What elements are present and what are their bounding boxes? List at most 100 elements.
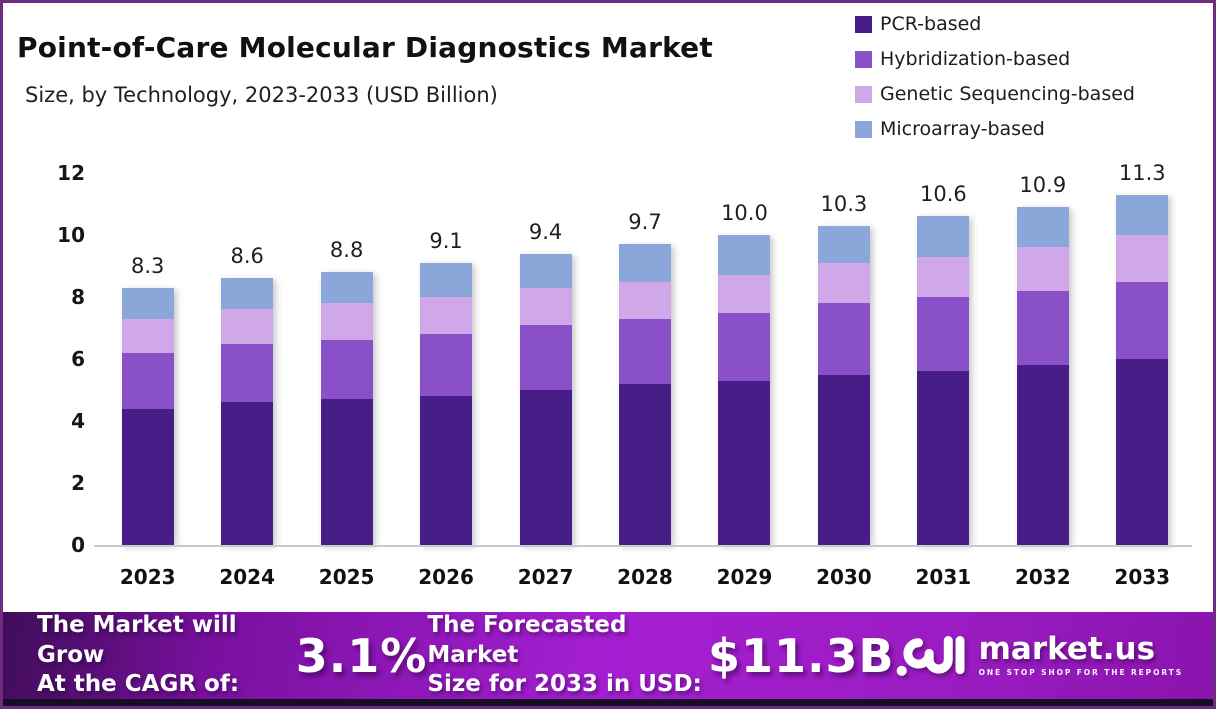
stacked-bar	[618, 244, 671, 545]
brand-text: market.us ONE STOP SHOP FOR THE REPORTS	[978, 631, 1183, 678]
bar-segment	[618, 318, 671, 384]
bar-slot: 8.6	[197, 173, 296, 545]
bar-segment	[121, 318, 174, 353]
bar-slot: 10.6	[894, 173, 993, 545]
bar-slot: 9.4	[496, 173, 595, 545]
bar-slot: 11.3	[1093, 161, 1192, 545]
footer-banner: The Market will Grow At the CAGR of: 3.1…	[3, 612, 1213, 699]
bar-segment	[917, 371, 970, 545]
forecast-label-line2: Size for 2033 in USD:	[427, 671, 702, 698]
bar-slot: 10.0	[695, 173, 794, 545]
bar-segment	[519, 324, 572, 390]
bar-segment	[817, 303, 870, 375]
bar-total-label: 8.8	[329, 238, 364, 263]
bar-segment	[1116, 359, 1169, 545]
x-axis-tick-label: 2026	[418, 565, 474, 589]
bar-segment	[420, 262, 473, 298]
stacked-bar	[718, 235, 771, 545]
bar-slot: 10.3	[794, 173, 893, 545]
y-axis: 0 2 4 6 8 10 12	[39, 161, 85, 557]
bar-slot: 10.9	[993, 173, 1092, 545]
bar-segment	[221, 309, 274, 344]
cagr-label-line2: At the CAGR of:	[37, 671, 240, 698]
brand-tagline: ONE STOP SHOP FOR THE REPORTS	[978, 668, 1183, 677]
bar-segment	[420, 334, 473, 397]
stacked-bar	[1116, 194, 1169, 545]
legend-label: Microarray-based	[880, 118, 1045, 140]
marketus-logo-icon	[895, 627, 969, 685]
bar-segment	[320, 340, 373, 400]
bar-segment	[618, 383, 671, 545]
stacked-bar	[519, 253, 572, 545]
bar-segment	[1016, 207, 1069, 248]
legend-swatch-icon	[855, 85, 872, 103]
bar-segment	[221, 343, 274, 403]
bar-segment	[221, 402, 274, 545]
y-axis-tick-label: 10	[57, 223, 85, 247]
bar-total-label: 10.9	[1019, 173, 1067, 198]
x-axis-tick-label: 2027	[517, 565, 574, 589]
bar-segment	[718, 380, 771, 545]
bar-segment	[1016, 365, 1069, 545]
bar-total-label: 10.3	[820, 191, 868, 216]
legend-item: Hybridization-based	[855, 48, 1135, 70]
x-axis-tick-label: 2032	[1014, 565, 1071, 589]
bar-segment	[1116, 281, 1169, 359]
bar-segment	[1116, 194, 1169, 235]
bar-segment	[718, 312, 771, 381]
stacked-bar	[420, 262, 473, 545]
bar-segment	[320, 399, 373, 545]
bar-segment	[121, 408, 174, 545]
x-axis-tick-label: 2024	[219, 565, 276, 589]
bar-segment	[1116, 235, 1169, 282]
legend-swatch-icon	[855, 50, 872, 68]
legend-swatch-icon	[855, 120, 872, 138]
brand-name: market.us	[978, 631, 1156, 667]
y-axis-tick-label: 8	[71, 285, 85, 309]
bar-segment	[320, 272, 373, 304]
stacked-bar	[917, 216, 970, 545]
x-axis-labels: 2023 2024 2025 2026 2027 2028 2029 2030 2031 2032…	[98, 565, 1192, 589]
x-axis-tick-label: 2031	[915, 565, 972, 589]
bar-segment	[519, 390, 572, 545]
bar-segment	[618, 281, 671, 319]
y-axis-tick-label: 4	[71, 409, 85, 433]
y-axis-tick-label: 0	[71, 533, 85, 557]
legend-swatch-icon	[855, 15, 872, 33]
bar-total-label: 8.6	[230, 244, 264, 269]
forecast-value: $11.3B	[708, 628, 895, 683]
plot-area: 8.3 8.6 8.8 9.1 9.4 9.7 10.0 10.3 10.6 10.9 11.3	[94, 161, 1192, 547]
bar-segment	[817, 374, 870, 545]
bar-total-label: 9.4	[528, 219, 563, 244]
stacked-bar	[121, 287, 174, 545]
bar-segment	[221, 278, 274, 310]
bar-segment	[121, 287, 174, 319]
stacked-bar	[817, 225, 870, 545]
y-axis-tick-label: 6	[71, 347, 85, 371]
x-axis-tick-label: 2029	[716, 565, 773, 589]
bar-total-label: 10.6	[919, 182, 967, 207]
x-axis-tick-label: 2030	[816, 565, 872, 589]
bars-container: 8.3 8.6 8.8 9.1 9.4 9.7 10.0 10.3 10.6 10.9 11.3	[98, 161, 1192, 545]
x-axis-tick-label: 2028	[617, 565, 673, 589]
forecast-label-line1: The Forecasted Market	[427, 612, 627, 668]
bar-segment	[817, 225, 870, 263]
bar-segment	[618, 244, 671, 282]
bar-total-label: 8.3	[131, 253, 165, 278]
brand-logo: market.us ONE STOP SHOP FOR THE REPORTS	[895, 627, 1183, 685]
chart-legend: PCR-based Hybridization-based Genetic Sequ…	[855, 13, 1135, 153]
bar-slot: 8.8	[297, 173, 396, 545]
bar-segment	[320, 303, 373, 341]
bar-total-label: 9.7	[628, 210, 662, 235]
y-axis-tick-label: 2	[71, 471, 85, 495]
legend-label: PCR-based	[880, 13, 982, 35]
bar-total-label: 10.0	[721, 201, 768, 226]
chart-title: Point-of-Care Molecular Diagnostics Mark…	[17, 31, 713, 64]
bottom-strip	[3, 699, 1213, 706]
bar-segment	[917, 297, 970, 372]
bar-segment	[121, 352, 174, 409]
chart-subtitle: Size, by Technology, 2023-2033 (USD Bill…	[25, 83, 498, 107]
x-axis-tick-label: 2033	[1114, 565, 1171, 589]
bar-total-label: 11.3	[1118, 160, 1166, 185]
